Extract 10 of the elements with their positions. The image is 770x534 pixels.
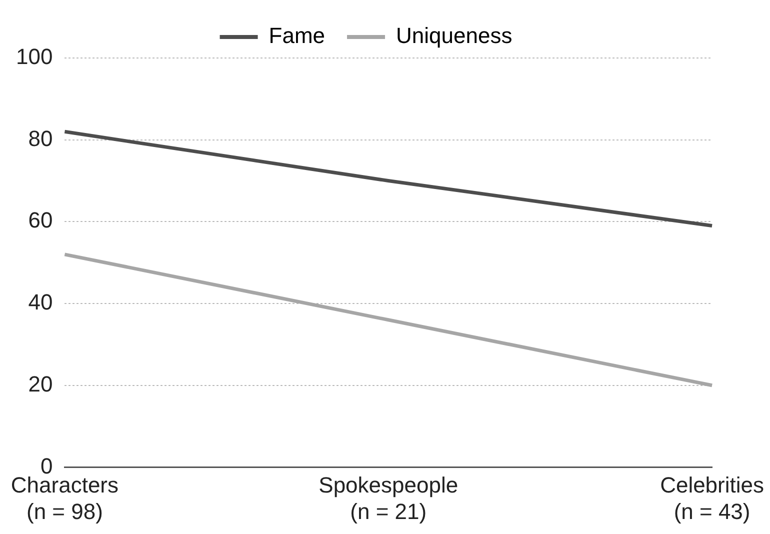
y-tick-label: 40 [28, 290, 53, 315]
y-tick-label: 60 [28, 208, 53, 233]
legend-label: Uniqueness [396, 23, 512, 48]
y-tick-label: 20 [28, 371, 53, 396]
x-tick-label: Spokespeople (n = 21) [318, 472, 458, 524]
y-tick-label: 0 [40, 453, 53, 478]
x-tick-label: Celebrities (n = 43) [660, 472, 764, 524]
y-tick-label: 100 [16, 44, 53, 70]
legend-label: Fame [268, 23, 326, 48]
y-tick-label: 80 [28, 126, 53, 151]
